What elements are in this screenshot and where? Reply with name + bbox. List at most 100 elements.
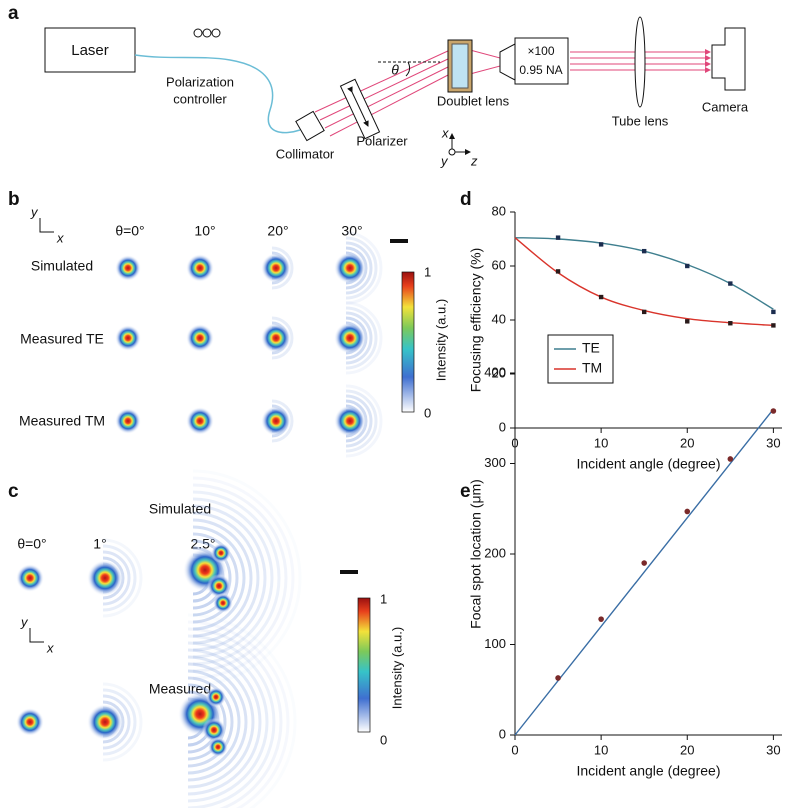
panel-label: d <box>460 189 472 210</box>
marker <box>684 508 691 515</box>
fringe <box>192 511 260 645</box>
focal-spot <box>334 252 366 284</box>
fringe <box>102 682 143 762</box>
x-tick-label: 20 <box>680 742 694 757</box>
focal-spot <box>186 254 214 282</box>
y-tick-label: 40 <box>492 311 506 326</box>
focal-spot <box>261 323 291 353</box>
laser-label: Laser <box>71 42 109 59</box>
y-tick-label: 100 <box>484 636 506 651</box>
focal-spot <box>261 253 291 283</box>
focal-spot <box>115 325 141 351</box>
tube-lens-label: Tube lens <box>612 113 669 128</box>
collimator <box>295 110 325 142</box>
focal-spot <box>334 405 366 437</box>
marker <box>728 321 733 326</box>
panel-label: b <box>8 189 20 210</box>
panel-label: e <box>460 481 471 502</box>
doublet-lens <box>451 43 469 89</box>
focal-spot <box>16 708 44 736</box>
focal-spot <box>16 564 44 592</box>
fiber-loop <box>211 28 221 38</box>
y-tick-label: 200 <box>484 545 506 560</box>
legend-label: TE <box>582 340 600 356</box>
colorbar-title: Intensity (a.u.) <box>389 627 404 709</box>
y-tick-label: 0 <box>499 419 506 434</box>
fringe <box>102 688 137 756</box>
marker <box>727 456 734 462</box>
fringe <box>192 525 246 631</box>
column-label: 1° <box>93 536 106 552</box>
marker <box>641 309 647 315</box>
marker <box>598 242 604 247</box>
colorbar-title: Intensity (a.u.) <box>433 299 448 381</box>
fringe <box>192 476 295 680</box>
y-axis-label: Focusing efficiency (%) <box>468 248 484 392</box>
fringe <box>345 236 378 300</box>
fringe <box>192 504 267 652</box>
marker <box>771 309 776 315</box>
colorbar-max: 1 <box>380 591 387 606</box>
marker <box>555 235 561 240</box>
fringe <box>187 683 227 761</box>
objective-tip <box>499 43 516 81</box>
row-label: Simulated <box>31 258 93 274</box>
axis-label: x <box>46 640 54 655</box>
y-axis-label: Focal spot location (μm) <box>468 479 484 629</box>
focal-spot <box>115 408 141 434</box>
fringe <box>271 316 294 360</box>
controller-label: controller <box>173 91 227 106</box>
marker <box>770 408 777 414</box>
objective <box>514 37 569 85</box>
polarizer-label: Polarizer <box>356 133 408 148</box>
fringe <box>187 648 262 796</box>
x-tick-label: 30 <box>766 435 780 450</box>
axis-label: x <box>441 125 449 140</box>
focal-spot <box>211 543 231 563</box>
column-label: θ=0° <box>115 223 144 239</box>
marker <box>641 248 647 254</box>
doublet-label: Doublet lens <box>437 93 510 108</box>
axis-label: x <box>56 230 64 245</box>
focal-spot <box>186 324 214 352</box>
axis <box>514 212 782 429</box>
column-label: 30° <box>341 223 362 239</box>
focal-spot <box>202 718 226 742</box>
focal-spot <box>207 574 231 598</box>
marker <box>555 675 561 681</box>
x-tick-label: 10 <box>594 435 608 450</box>
angle-arc <box>405 61 411 77</box>
row-label: Simulated <box>149 501 211 517</box>
fringe <box>192 497 274 659</box>
fringe <box>187 655 255 789</box>
axis-label: y <box>30 204 39 219</box>
fiber-loop <box>193 28 203 38</box>
angle-label: θ <box>391 62 399 78</box>
colorbar-min: 0 <box>380 732 387 747</box>
y-tick-label: 60 <box>492 257 506 272</box>
fringe <box>345 231 383 305</box>
colorbar-max: 1 <box>424 264 431 279</box>
fringe <box>102 550 131 606</box>
column-label: 10° <box>194 223 215 239</box>
axis-origin <box>448 148 456 156</box>
polarization-arrow <box>347 86 369 127</box>
fringe <box>345 389 378 453</box>
fringe <box>192 539 232 617</box>
row-label: Measured TE <box>20 331 104 347</box>
focal-spot <box>87 704 123 740</box>
laser-box <box>44 27 136 73</box>
fringe <box>102 538 143 618</box>
focal-spot <box>213 593 233 613</box>
row-label: Measured TM <box>19 413 105 429</box>
marker <box>598 294 604 300</box>
colorbar-min: 0 <box>424 405 431 420</box>
x-axis-label: Incident angle (degree) <box>577 456 721 472</box>
marker <box>771 323 776 328</box>
axis-indicator <box>29 628 44 643</box>
fringe <box>345 394 373 448</box>
colorbar <box>357 597 371 733</box>
axis-label: y <box>20 614 29 629</box>
fringe <box>187 634 276 808</box>
collimator-label: Collimator <box>276 146 335 161</box>
